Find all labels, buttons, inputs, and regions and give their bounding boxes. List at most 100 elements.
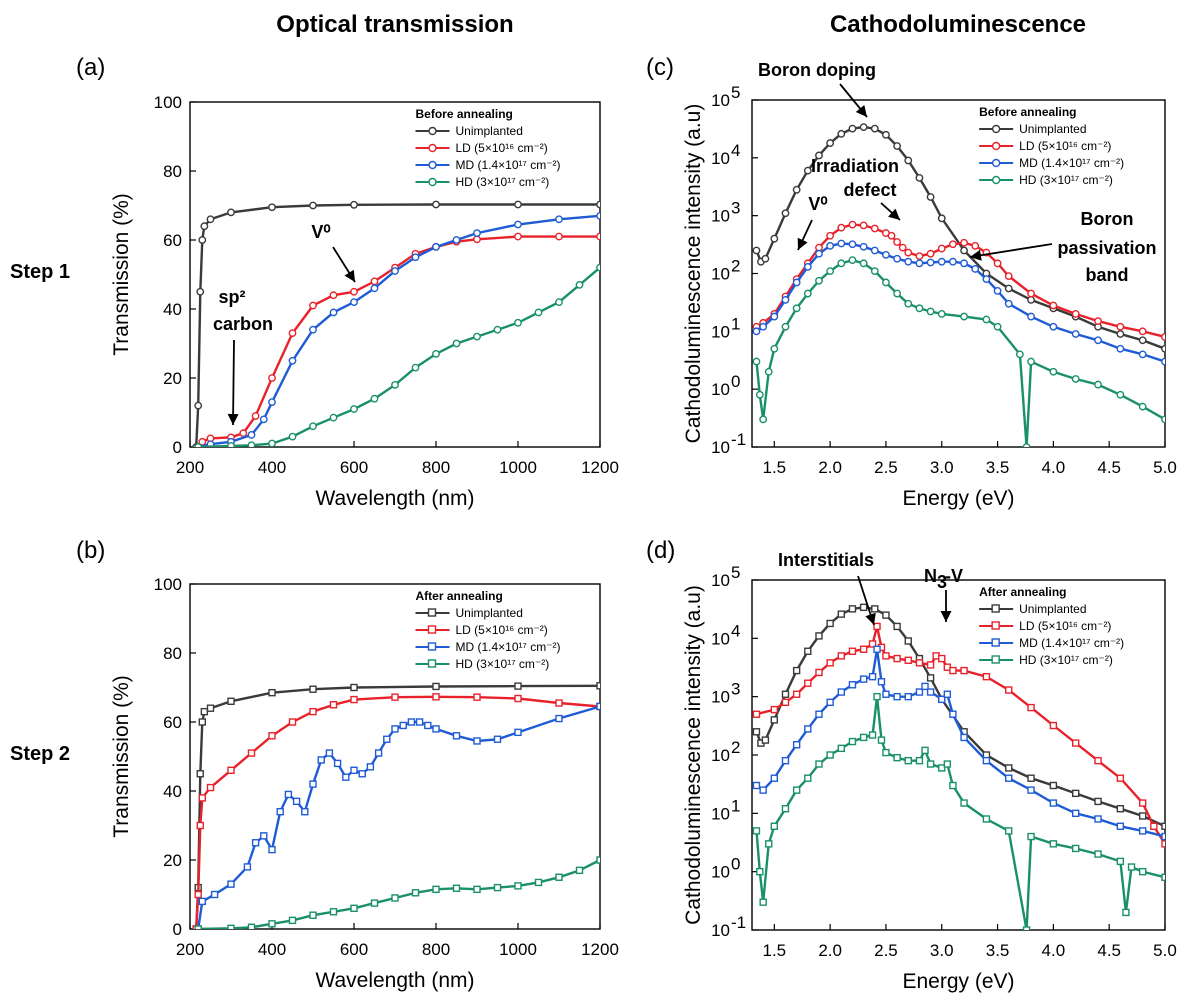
data-point: [1161, 822, 1165, 830]
series-line: [755, 649, 1165, 838]
y-tick-label: 10: [711, 149, 730, 168]
y-tick-exponent: 5: [731, 563, 740, 582]
data-point: [792, 666, 801, 675]
axes-frame: [189, 583, 601, 930]
y-tick-exponent: 5: [731, 83, 740, 102]
data-point: [1116, 822, 1125, 830]
data-point: [596, 702, 600, 711]
data-point: [370, 277, 379, 286]
data-point: [904, 299, 913, 308]
data-point: [982, 315, 991, 324]
data-point: [260, 832, 268, 840]
data-point: [247, 923, 256, 929]
data-point: [938, 654, 946, 663]
data-point: [206, 704, 215, 712]
data-point: [781, 756, 790, 765]
data-point: [432, 725, 440, 733]
series-line: [755, 258, 1165, 447]
y-axis-label: Transmission (%): [110, 193, 133, 356]
legend-swatch-marker: [427, 642, 437, 651]
data-point: [960, 733, 968, 742]
data-point: [350, 287, 358, 296]
legend-swatch-marker: [991, 158, 1001, 168]
data-point: [268, 374, 276, 382]
data-point: [761, 254, 770, 263]
y-tick-exponent: 1: [731, 796, 740, 815]
data-point: [868, 731, 877, 739]
data-point: [1138, 812, 1147, 820]
data-point: [982, 672, 991, 681]
data-point: [752, 246, 761, 255]
x-tick-label: 3.5: [986, 941, 1010, 960]
legend-entry: HD (3×10¹⁷ cm⁻²): [456, 657, 550, 671]
data-point: [770, 774, 779, 782]
data-point: [1027, 289, 1035, 298]
x-tick-label: 800: [422, 458, 450, 477]
x-tick-label: 4.0: [1042, 458, 1066, 477]
data-point: [949, 710, 957, 718]
data-point: [859, 675, 868, 683]
y-tick-label: 10: [711, 91, 730, 110]
data-point: [960, 666, 968, 675]
legend-entry: LD (5×10¹⁶ cm⁻²): [456, 141, 548, 155]
data-point: [960, 799, 968, 807]
x-tick-label: 5.0: [1153, 458, 1177, 477]
x-tick-label: 800: [422, 940, 450, 959]
x-tick-label: 2.5: [874, 458, 898, 477]
legend-entry: MD (1.4×10¹⁷ cm⁻²): [1019, 156, 1124, 170]
data-point: [870, 124, 879, 133]
data-point: [1049, 781, 1058, 790]
data-point: [868, 640, 877, 648]
data-point: [826, 231, 835, 240]
x-tick-label: 4.0: [1042, 941, 1066, 960]
series-1: [194, 232, 600, 447]
data-point: [1116, 857, 1125, 866]
data-point: [210, 890, 219, 899]
data-point: [1072, 739, 1080, 747]
data-point: [759, 322, 768, 331]
data-point: [391, 725, 399, 733]
annotation-sp2: sp²: [219, 287, 246, 307]
data-point: [268, 920, 276, 928]
legend-swatch-marker: [991, 175, 1001, 185]
data-point: [198, 236, 207, 244]
data-point: [350, 200, 358, 209]
data-point: [904, 756, 912, 765]
legend-title: Before annealing: [979, 105, 1076, 119]
data-point: [268, 398, 276, 407]
annotation-arrow: [969, 243, 1053, 258]
data-point: [1027, 786, 1035, 794]
data-point: [993, 322, 1002, 331]
data-point: [317, 756, 325, 764]
data-point: [1094, 797, 1102, 806]
data-point: [949, 666, 957, 675]
x-tick-label: 3.0: [930, 458, 954, 477]
data-point: [926, 760, 935, 768]
data-point: [815, 249, 823, 258]
data-point: [1094, 815, 1102, 823]
x-tick-label: 1000: [499, 458, 537, 477]
data-point: [792, 278, 801, 287]
data-point: [1071, 330, 1080, 338]
legend-entry: MD (1.4×10¹⁷ cm⁻²): [1019, 636, 1124, 650]
data-point: [493, 883, 502, 892]
data-point: [555, 699, 563, 707]
data-point: [391, 267, 399, 275]
data-point: [792, 690, 801, 698]
data-point: [194, 890, 202, 899]
data-point: [803, 289, 812, 298]
data-point: [781, 698, 790, 707]
data-point: [268, 688, 276, 697]
data-point: [804, 647, 812, 655]
data-point: [1094, 756, 1102, 765]
y-tick-label: 80: [163, 644, 182, 663]
axes-frame: [189, 101, 601, 448]
y-tick-label: 10: [711, 438, 730, 457]
data-point: [411, 363, 420, 372]
y-axis-label: Cathodoluminescence intensity (a.u): [682, 585, 705, 925]
annotation-v0: V⁰: [311, 222, 330, 242]
data-point: [815, 668, 823, 677]
data-point: [196, 821, 204, 830]
series-line: [195, 684, 600, 929]
data-point: [206, 215, 215, 224]
